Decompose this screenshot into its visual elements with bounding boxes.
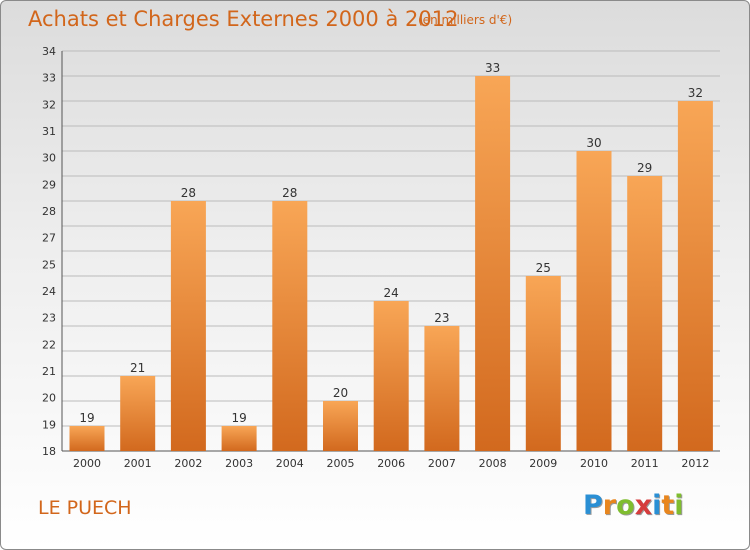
bar [120, 376, 156, 451]
x-tick-label: 2009 [529, 457, 557, 470]
logo-letter: t [661, 490, 675, 521]
y-tick-label: 25 [42, 258, 56, 271]
bar [424, 326, 460, 451]
x-tick-label: 2001 [124, 457, 152, 470]
x-tick-label: 2002 [174, 457, 202, 470]
chart-unit: (en milliers d'€) [418, 13, 513, 27]
bar [576, 151, 612, 451]
y-tick-label: 30 [42, 152, 56, 165]
bar-value-label: 23 [434, 311, 449, 325]
logo-letter: o [616, 490, 635, 521]
x-tick-label: 2008 [479, 457, 507, 470]
y-tick-label: 23 [42, 312, 56, 325]
y-tick-label: 27 [42, 232, 56, 245]
y-tick-label: 33 [42, 72, 56, 85]
bar-value-label: 20 [333, 386, 348, 400]
bar-value-label: 19 [79, 411, 94, 425]
y-tick-label: 21 [42, 365, 56, 378]
y-tick-label: 31 [42, 125, 56, 138]
bar-value-label: 32 [688, 86, 703, 100]
logo-letter: P [583, 490, 603, 521]
commune-name: LE PUECH [38, 497, 132, 519]
bar [272, 201, 308, 451]
bar-value-label: 30 [586, 136, 601, 150]
proxiti-logo: Proxiti [583, 490, 684, 521]
bar [475, 76, 511, 451]
bar-value-label: 28 [181, 186, 196, 200]
bar [525, 276, 561, 451]
x-tick-label: 2007 [428, 457, 456, 470]
y-tick-label: 19 [42, 418, 56, 431]
x-tick-label: 2000 [73, 457, 101, 470]
bar [69, 426, 105, 451]
x-tick-label: 2011 [631, 457, 659, 470]
bar [170, 201, 206, 451]
y-tick-label: 22 [42, 338, 56, 351]
x-tick-label: 2010 [580, 457, 608, 470]
y-tick-label: 28 [42, 205, 56, 218]
bar-value-label: 28 [282, 186, 297, 200]
logo-letter: i [652, 490, 662, 521]
bar-value-label: 29 [637, 161, 652, 175]
bar-value-label: 24 [384, 286, 399, 300]
logo-letter: x [634, 490, 653, 521]
y-tick-label: 32 [42, 98, 56, 111]
bar-value-label: 21 [130, 361, 145, 375]
y-tick-label: 29 [42, 178, 56, 191]
bar [677, 101, 713, 451]
x-tick-label: 2003 [225, 457, 253, 470]
bar [221, 426, 257, 451]
x-tick-label: 2004 [276, 457, 304, 470]
chart-title: Achats et Charges Externes 2000 à 2012 [28, 7, 459, 31]
bar-value-label: 25 [536, 261, 551, 275]
bar-value-label: 19 [231, 411, 246, 425]
bar [323, 401, 358, 451]
bar-value-label: 33 [485, 61, 500, 75]
x-tick-label: 2005 [327, 457, 355, 470]
bar [627, 176, 663, 451]
bar [373, 301, 409, 451]
y-tick-label: 18 [42, 445, 56, 458]
logo-letter: r [602, 490, 617, 521]
y-tick-label: 34 [42, 45, 56, 58]
logo-letter: i [674, 490, 684, 521]
y-tick-label: 24 [42, 285, 56, 298]
y-tick-label: 20 [42, 392, 56, 405]
x-tick-label: 2012 [681, 457, 709, 470]
x-tick-label: 2006 [377, 457, 405, 470]
